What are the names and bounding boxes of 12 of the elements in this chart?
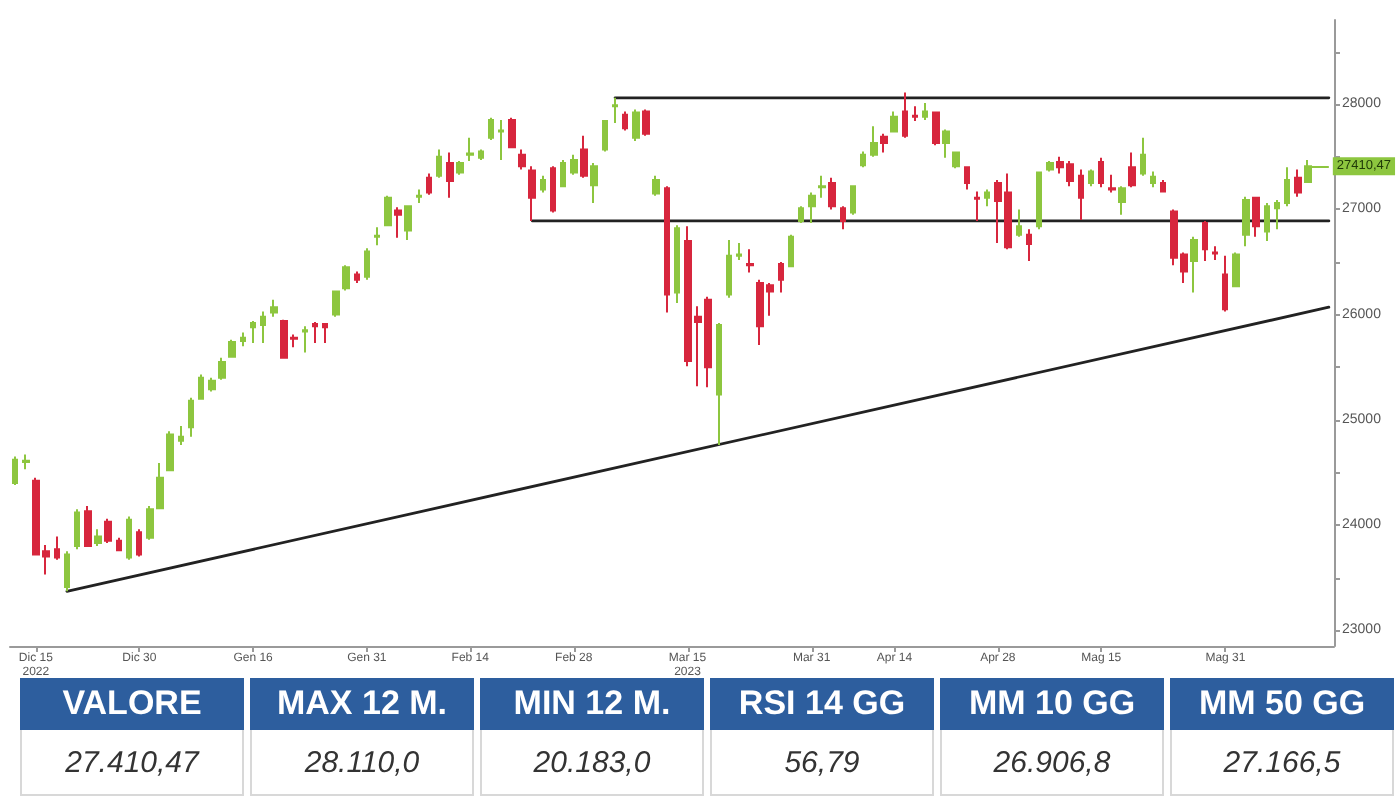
text: 27.166,5 bbox=[1223, 745, 1341, 779]
text: 28.110,0 bbox=[304, 745, 420, 779]
category-label: VALORE bbox=[20, 678, 244, 730]
text: 20.183,0 bbox=[533, 745, 651, 779]
text: 27.410,47 bbox=[65, 745, 199, 779]
text: 56,79 bbox=[784, 745, 860, 779]
category-label: MM 50 GG bbox=[1170, 678, 1394, 730]
category-label: MAX 12 M. bbox=[250, 678, 474, 730]
category-label: RSI 14 GG bbox=[710, 678, 934, 730]
category-label: MM 10 GG bbox=[940, 678, 1164, 730]
category-label: MIN 12 M. bbox=[480, 678, 704, 730]
text: 26.906,8 bbox=[993, 745, 1111, 779]
